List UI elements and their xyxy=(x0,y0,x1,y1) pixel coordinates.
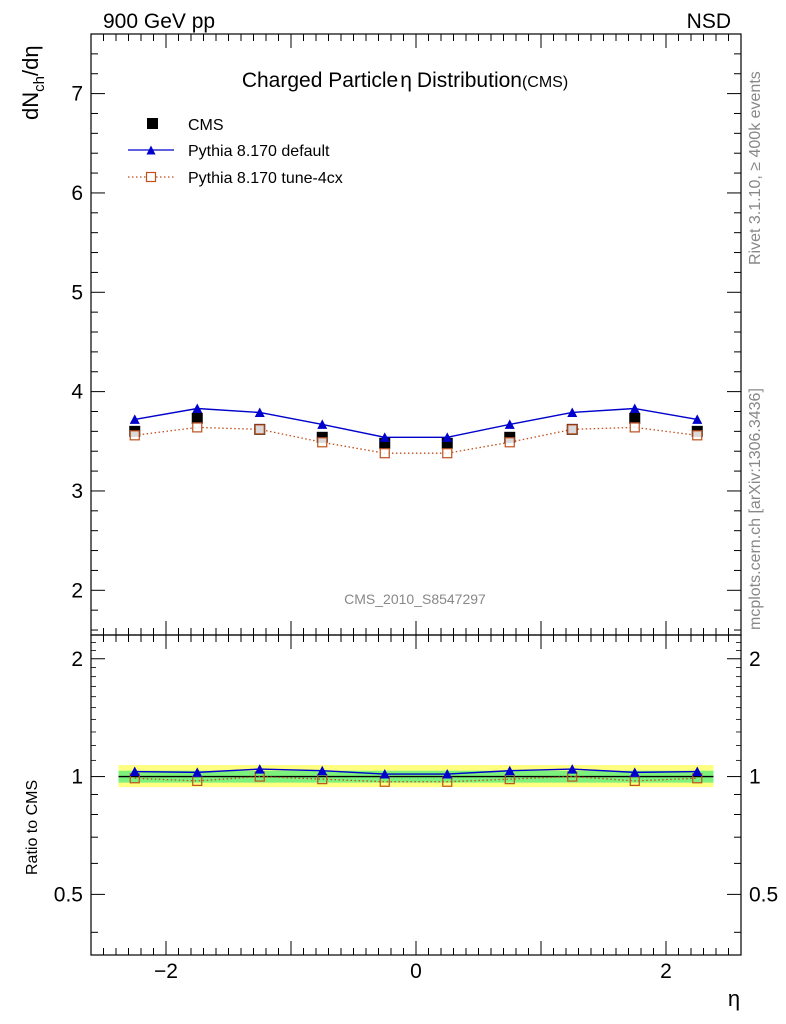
header-right: NSD xyxy=(687,10,731,33)
cms-data-point xyxy=(379,437,391,449)
ratio-line-tune xyxy=(134,775,698,783)
tune-data-point xyxy=(504,437,515,448)
y-tick-label: 7 xyxy=(71,83,83,106)
ratio-default-point xyxy=(442,769,453,779)
y-axis-label-main: dNch/dη xyxy=(18,45,48,120)
cms-data-point xyxy=(629,412,641,424)
y-tick-label: 6 xyxy=(71,182,83,205)
side-text-upper: Rivet 3.1.10, ≥ 400k events xyxy=(747,71,764,265)
tune-data-point xyxy=(692,430,703,441)
tune-data-point xyxy=(129,430,140,441)
ratio-default-point xyxy=(567,764,578,774)
cms-data-point xyxy=(441,437,453,449)
legend-label-tune: Pythia 8.170 tune-4cx xyxy=(188,170,343,187)
main-plot-panel: 2 3 4 5 6 7 Charged Particleη Distribution(CMS… xyxy=(18,33,742,636)
ratio-y-tick-label-right: 2 xyxy=(749,648,761,671)
chart-title: Charged Particleη Distribution(CMS) xyxy=(242,69,568,92)
tune-data-point xyxy=(442,448,453,459)
main-y-ticks: 2 3 4 5 6 7 xyxy=(71,53,741,631)
default-data-point xyxy=(629,403,640,414)
legend-label-cms: CMS xyxy=(188,117,224,134)
ratio-default-point xyxy=(254,764,265,774)
ratio-y-tick-label-right: 1 xyxy=(749,766,761,789)
y-tick-label: 4 xyxy=(71,381,83,404)
ratio-y-ticks: 0.5 0.5 1 1 2 2 xyxy=(54,642,778,933)
ratio-default-point xyxy=(504,765,515,776)
series-line-default xyxy=(134,407,698,439)
ratio-series xyxy=(118,764,714,787)
x-tick-label: 0 xyxy=(410,960,422,983)
legend-marker-default xyxy=(146,145,156,155)
tune-data-point xyxy=(254,424,265,435)
y-tick-label: 5 xyxy=(71,281,83,304)
ratio-default-point xyxy=(692,766,703,777)
ratio-y-axis-label: Ratio to CMS xyxy=(24,780,41,875)
default-data-point xyxy=(317,419,328,429)
default-data-point xyxy=(192,403,203,414)
side-text-lower: mcplots.cern.ch [arXiv:1306.3436] xyxy=(747,388,764,630)
default-data-point xyxy=(129,414,140,424)
ratio-default-point xyxy=(379,769,390,779)
ratio-default-point xyxy=(129,766,140,777)
main-x-ticks xyxy=(90,34,742,635)
y-tick-label: 2 xyxy=(71,579,83,602)
ratio-line-default xyxy=(134,768,698,775)
ratio-y-tick-label-left: 2 xyxy=(71,648,83,671)
ratio-plot-frame xyxy=(90,634,742,956)
ratio-plot-panel: 0.5 0.5 1 1 2 2 −2 0 2 Ratio to CMS xyxy=(24,634,778,983)
main-series xyxy=(129,403,703,459)
ratio-y-tick-label-left: 1 xyxy=(71,766,83,789)
tune-data-point xyxy=(317,437,328,448)
default-data-point xyxy=(567,407,578,417)
tune-data-point xyxy=(192,422,203,433)
analysis-watermark: CMS_2010_S8547297 xyxy=(344,591,486,607)
ratio-x-ticks: −2 0 2 xyxy=(90,635,742,983)
default-data-point xyxy=(379,432,390,442)
ratio-y-tick-label-right: 0.5 xyxy=(749,883,778,906)
y-tick-label: 3 xyxy=(71,480,83,503)
tune-data-point xyxy=(629,422,640,433)
default-data-point xyxy=(442,432,453,442)
cms-data-point xyxy=(191,412,203,424)
legend-label-default: Pythia 8.170 default xyxy=(188,143,330,160)
ratio-default-point xyxy=(629,767,640,777)
x-tick-label: −2 xyxy=(154,960,178,983)
default-data-point xyxy=(692,414,703,424)
ratio-y-tick-label-left: 0.5 xyxy=(54,883,83,906)
legend: CMS Pythia 8.170 default Pythia 8.170 tu… xyxy=(128,117,343,187)
default-data-point xyxy=(254,407,265,417)
default-data-point xyxy=(504,419,515,429)
ratio-default-point xyxy=(192,767,203,777)
ratio-default-point xyxy=(317,765,328,776)
x-tick-label: 2 xyxy=(660,960,672,983)
legend-marker-cms xyxy=(147,118,158,129)
x-axis-label: η xyxy=(728,986,740,1011)
tune-data-point xyxy=(567,424,578,435)
tune-data-point xyxy=(379,448,390,459)
header-left: 900 GeV pp xyxy=(103,10,215,33)
series-line-tune xyxy=(134,426,698,454)
legend-marker-tune xyxy=(145,171,157,183)
